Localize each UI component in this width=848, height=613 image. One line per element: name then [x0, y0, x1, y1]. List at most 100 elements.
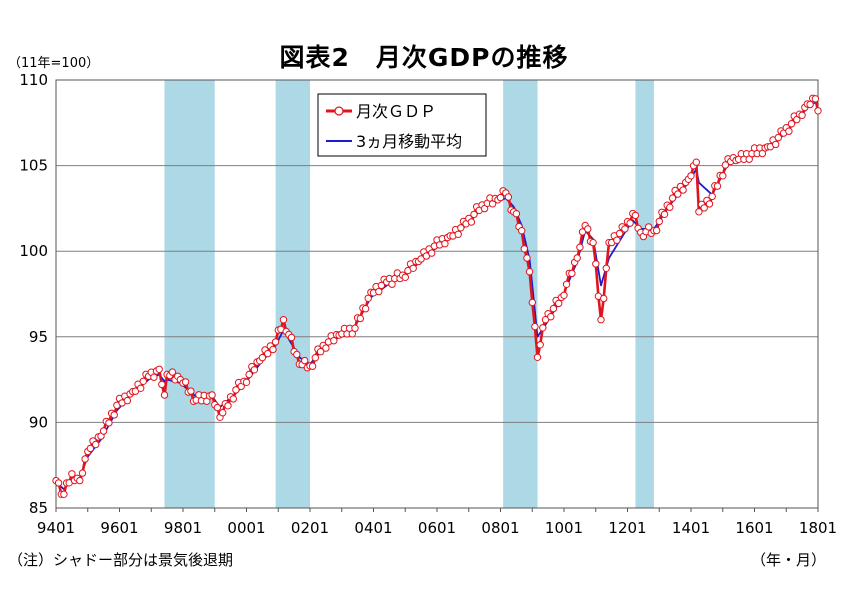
monthly-gdp-point — [533, 353, 542, 361]
monthly-gdp-point — [536, 341, 544, 349]
monthly-gdp-point — [785, 127, 793, 135]
x-tick-label-1401: 1401 — [672, 519, 710, 537]
monthly-gdp-point — [504, 193, 513, 201]
monthly-gdp-point — [155, 365, 163, 373]
monthly-gdp-point — [772, 140, 780, 149]
monthly-gdp-point — [518, 227, 526, 235]
monthly-gdp-point — [168, 368, 177, 376]
monthly-gdp-point — [258, 353, 267, 362]
monthly-gdp-point — [568, 269, 576, 278]
monthly-gdp-point — [322, 344, 330, 352]
recession-band-4 — [635, 80, 654, 508]
monthly-gdp-point — [54, 479, 63, 487]
monthly-gdp-point — [655, 217, 663, 226]
monthly-gdp-point — [708, 192, 716, 201]
monthly-gdp-point — [660, 210, 669, 219]
monthly-gdp-point — [301, 356, 309, 365]
monthly-gdp-point — [224, 402, 232, 410]
monthly-gdp-point — [576, 243, 584, 251]
monthly-gdp-point — [613, 236, 621, 244]
monthly-gdp-point — [626, 219, 634, 227]
monthly-gdp-point — [181, 378, 190, 386]
monthly-gdp-point — [187, 387, 195, 395]
monthly-gdp-point — [92, 440, 100, 449]
x-axis-ticks: 9401 9601 9801 0001 0201 0401 0601 0801 1001 1201… — [37, 508, 837, 537]
monthly-gdp-point — [158, 380, 166, 389]
x-tick-label-0201: 0201 — [291, 519, 329, 537]
x-unit-label: （年・月） — [750, 551, 826, 569]
monthly-gdp-point — [719, 172, 727, 180]
monthly-gdp-point — [668, 194, 677, 202]
monthly-gdp-point — [361, 305, 370, 313]
monthly-gdp-point — [287, 333, 296, 342]
monthly-gdp-point — [806, 100, 814, 109]
monthly-gdp-point — [229, 395, 238, 403]
monthly-gdp-point — [520, 245, 528, 253]
monthly-gdp-point — [615, 229, 624, 238]
monthly-gdp-point — [208, 391, 216, 399]
y-tick-label-110: 110 — [19, 71, 48, 89]
monthly-gdp-point — [99, 427, 108, 435]
monthly-gdp-point — [645, 223, 653, 231]
legend-box — [317, 93, 487, 157]
x-tick-label-0001: 0001 — [227, 519, 265, 537]
monthly-gdp-point — [774, 133, 782, 142]
monthly-gdp-point — [123, 396, 132, 405]
footnote: （注）シャドー部分は景気後退期 — [8, 551, 234, 569]
monthly-gdp-point — [687, 172, 695, 180]
x-tick-label-1201: 1201 — [608, 519, 646, 537]
chart-title: 図表2 月次GDPの推移 — [279, 43, 569, 72]
monthly-gdp-point — [219, 409, 227, 417]
x-tick-label-9801: 9801 — [164, 519, 202, 537]
monthly-gdp-point — [351, 324, 359, 332]
monthly-gdp-point — [81, 455, 89, 463]
monthly-gdp-point — [592, 260, 600, 268]
monthly-gdp-point — [271, 338, 280, 346]
monthly-gdp-point — [110, 411, 118, 419]
y-unit-label: （11年=100） — [8, 56, 100, 71]
x-tick-label-9401: 9401 — [37, 519, 75, 537]
monthly-gdp-point — [139, 377, 148, 385]
monthly-gdp-point — [279, 316, 288, 324]
monthly-gdp-point — [293, 350, 301, 359]
monthly-gdp-point — [597, 316, 605, 324]
monthly-gdp-point — [356, 314, 364, 323]
monthly-gdp-point — [811, 95, 820, 103]
monthly-gdp-point — [713, 182, 722, 190]
monthly-gdp-point — [377, 281, 386, 290]
monthly-gdp-point — [600, 294, 608, 303]
monthly-gdp-point — [584, 225, 592, 233]
monthly-gdp-point — [264, 349, 272, 358]
monthly-gdp-point — [441, 240, 449, 248]
monthly-gdp-point — [105, 419, 113, 427]
monthly-gdp-point — [250, 366, 259, 374]
legend: 月次ＧＤＰ 3ヵ月移動平均 — [317, 93, 487, 157]
monthly-gdp-point — [364, 294, 372, 302]
monthly-gdp-point — [316, 348, 325, 356]
recession-shades — [164, 80, 654, 508]
monthly-gdp-point — [721, 161, 730, 169]
monthly-gdp-point — [528, 298, 536, 307]
monthly-gdp-point — [76, 476, 84, 485]
monthly-gdp-point — [695, 208, 703, 216]
monthly-gdp-point — [621, 225, 629, 233]
monthly-gdp-point — [814, 107, 822, 115]
x-tick-label-0601: 0601 — [418, 519, 456, 537]
monthly-gdp-point — [631, 211, 640, 220]
monthly-gdp-point — [457, 224, 465, 232]
monthly-gdp-point — [245, 370, 253, 379]
monthly-gdp-point — [562, 280, 571, 288]
monthly-gdp-point — [409, 264, 417, 272]
monthly-gdp-point — [531, 322, 539, 331]
y-axis-ticks: 85 90 95 100 105 110 — [19, 71, 48, 517]
monthly-gdp-point — [470, 210, 478, 219]
recession-band-1 — [164, 80, 215, 508]
monthly-gdp-point — [700, 204, 708, 212]
monthly-gdp-point — [523, 254, 531, 262]
monthly-gdp-point — [160, 391, 169, 399]
monthly-gdp-point — [375, 287, 383, 296]
y-tick-label-95: 95 — [29, 328, 48, 346]
monthly-gdp-point — [428, 249, 436, 257]
monthly-gdp-point — [674, 190, 682, 198]
